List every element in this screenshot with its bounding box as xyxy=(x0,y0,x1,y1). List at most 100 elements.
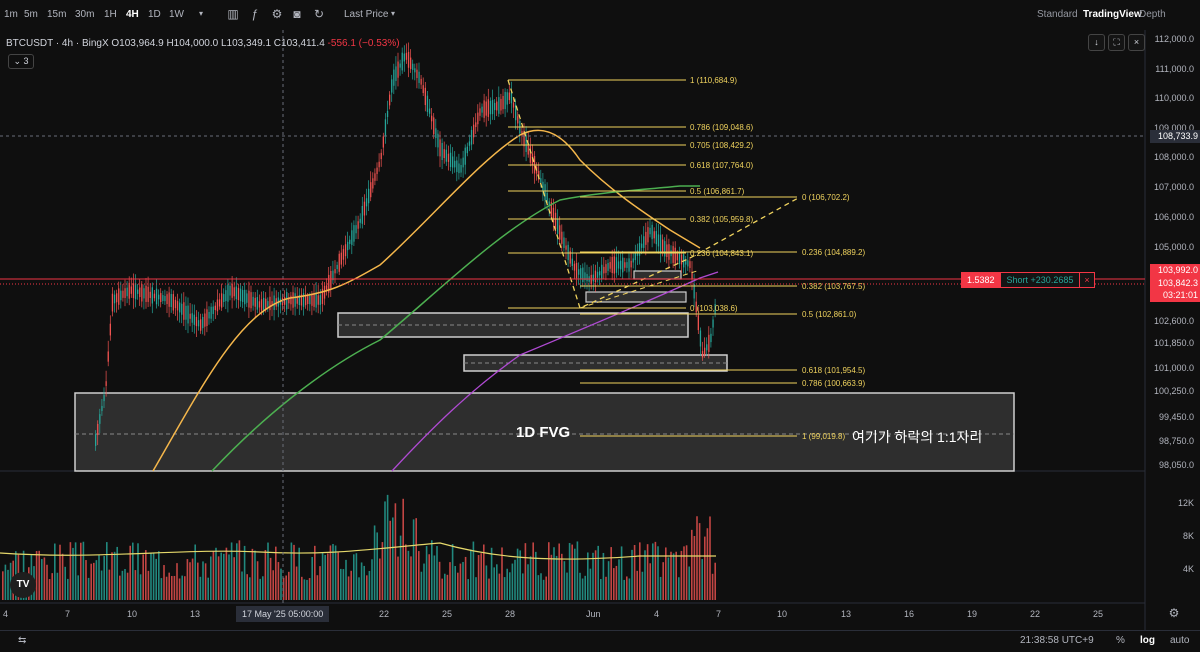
candle-body xyxy=(122,290,124,298)
chevron-down-icon[interactable]: ▾ xyxy=(390,9,395,18)
volume-bar xyxy=(285,575,287,600)
candle-body xyxy=(693,284,695,299)
volume-bar xyxy=(301,576,303,600)
volume-bar xyxy=(548,542,550,600)
view-tradingview[interactable]: TradingView xyxy=(1083,9,1142,20)
fib-level-label: 0.618 (101,954.5) xyxy=(802,366,865,375)
candle-body xyxy=(99,414,101,424)
indicators-icon[interactable]: ƒ xyxy=(251,7,259,21)
view-depth[interactable]: Depth xyxy=(1139,9,1166,20)
volume-bar xyxy=(423,563,425,600)
timeframe-1d[interactable]: 1D xyxy=(148,9,161,20)
volume-bar xyxy=(438,561,441,600)
candle-body xyxy=(311,294,313,306)
candle-body xyxy=(416,69,418,79)
candle-body xyxy=(397,61,399,78)
volume-bar xyxy=(696,516,698,600)
auto-toggle[interactable]: auto xyxy=(1170,635,1190,646)
candle-body xyxy=(554,212,557,230)
indicator-toggle[interactable]: ⌄ 3 xyxy=(8,54,34,69)
log-toggle[interactable]: log xyxy=(1140,635,1155,646)
candle-body xyxy=(651,224,653,240)
timeframe-30m[interactable]: 30m xyxy=(75,9,95,20)
volume-bar xyxy=(431,540,433,600)
fullscreen-icon[interactable]: ⛶ xyxy=(1108,34,1125,51)
volume-bar xyxy=(571,544,573,600)
volume-bar xyxy=(646,544,649,600)
candle-body xyxy=(405,52,408,60)
price-axis[interactable]: 112,000.0 111,000.0 110,000.0 109,000.0 … xyxy=(1145,30,1200,630)
timeframe-1w[interactable]: 1W xyxy=(169,9,184,20)
position-line[interactable]: 1.5382 Short +230.2685 × xyxy=(961,272,1095,288)
price-source-select[interactable]: Last Price xyxy=(344,9,389,20)
candle-body xyxy=(273,295,275,311)
candle-body xyxy=(399,63,401,68)
candle-body xyxy=(561,231,563,244)
volume-bar xyxy=(139,574,142,600)
date-range-icon[interactable]: ⇆ xyxy=(18,635,27,646)
view-standard[interactable]: Standard xyxy=(1037,9,1078,20)
candle-body xyxy=(422,85,424,93)
candle-body xyxy=(109,323,111,336)
fibonacci-levels: 1 (110,684.9) 0.786 (109,048.6) 0.705 (108… xyxy=(507,76,865,441)
volume-bar xyxy=(665,547,667,600)
candle-body xyxy=(305,294,307,306)
volume-bar xyxy=(168,572,170,600)
candle-body xyxy=(615,257,618,273)
volume-bar xyxy=(594,550,597,600)
volume-bar xyxy=(124,569,126,600)
candle-body xyxy=(525,135,527,152)
candle-body xyxy=(674,247,676,264)
volume-bar xyxy=(316,575,319,600)
time-tick: 4 xyxy=(654,609,660,619)
refresh-icon[interactable]: ↻ xyxy=(313,7,325,21)
candle-body xyxy=(449,152,452,168)
candle-body xyxy=(391,79,393,93)
candle-body xyxy=(605,264,607,273)
volume-bar xyxy=(444,573,446,600)
chevron-down-icon[interactable]: ▾ xyxy=(198,9,203,18)
candle-body xyxy=(466,146,468,154)
volume-bar xyxy=(574,548,576,600)
volume-bar xyxy=(613,568,615,600)
volume-bar xyxy=(306,579,308,600)
candle-body xyxy=(313,293,315,307)
fib-level-label: 0.382 (105,959.8) xyxy=(690,215,753,224)
volume-bar xyxy=(457,572,459,600)
timeframe-15m[interactable]: 15m xyxy=(47,9,67,20)
volume-bar xyxy=(670,551,672,600)
close-icon[interactable]: × xyxy=(1128,34,1145,51)
timeframe-1h[interactable]: 1H xyxy=(104,9,117,20)
candle-body xyxy=(105,381,107,386)
timeframe-5m[interactable]: 5m xyxy=(24,9,38,20)
volume-bar xyxy=(685,545,688,600)
settings-icon[interactable]: ⚙ xyxy=(271,7,283,21)
candle-body xyxy=(697,315,699,331)
volume-bar xyxy=(373,525,376,600)
tradingview-logo-icon[interactable]: TV xyxy=(10,572,36,598)
candle-body xyxy=(378,161,380,168)
fib-level-label: 0 (106,702.2) xyxy=(802,193,850,202)
percent-toggle[interactable]: % xyxy=(1116,635,1125,646)
timeframe-1m[interactable]: 1m xyxy=(4,9,18,20)
candle-body xyxy=(206,309,208,327)
clock[interactable]: 21:38:58 UTC+9 xyxy=(1020,635,1094,646)
symbol-name[interactable]: BTCUSDT · 4h · BingX xyxy=(6,38,109,49)
candle-body xyxy=(382,136,384,148)
camera-icon[interactable]: ◙ xyxy=(293,7,301,21)
timeframe-4h[interactable]: 4H xyxy=(126,9,139,20)
time-tick: 25 xyxy=(442,609,453,619)
close-position-icon[interactable]: × xyxy=(1079,273,1094,287)
candle-body xyxy=(485,101,487,116)
candle-body xyxy=(653,231,655,239)
candle-body xyxy=(250,292,252,309)
chart-type-icon[interactable]: ▥ xyxy=(227,7,239,21)
candle-body xyxy=(460,165,462,173)
volume-bar xyxy=(644,550,646,600)
price-tick: 112,000.0 xyxy=(1154,34,1194,44)
volume-bar xyxy=(506,568,508,600)
settings-icon[interactable]: ⚙ xyxy=(1168,606,1180,620)
scroll-down-icon[interactable]: ↓ xyxy=(1088,34,1105,51)
time-tick: 13 xyxy=(190,609,201,619)
